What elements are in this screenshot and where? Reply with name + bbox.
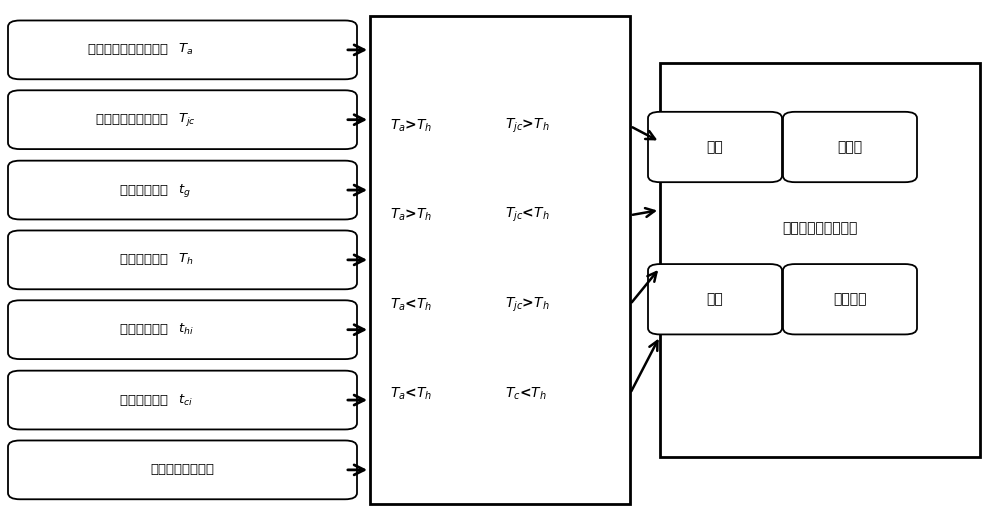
Text: 电池更换时间: 电池更换时间 (120, 184, 173, 196)
FancyBboxPatch shape (648, 264, 782, 334)
Text: $T_{jc}$>$T_h$: $T_{jc}$>$T_h$ (505, 117, 550, 135)
Text: $T_{jc}$: $T_{jc}$ (178, 111, 195, 128)
Text: 工位: 工位 (707, 292, 723, 306)
Text: $t_{ci}$: $t_{ci}$ (178, 393, 192, 407)
Text: $T_a$<$T_h$: $T_a$<$T_h$ (390, 385, 432, 402)
FancyBboxPatch shape (8, 371, 357, 429)
Text: $T_a$: $T_a$ (178, 43, 193, 57)
Text: 高峰发车间隔: 高峰发车间隔 (120, 323, 173, 336)
FancyBboxPatch shape (648, 112, 782, 182)
Text: 电池组集中充电时间: 电池组集中充电时间 (96, 113, 173, 126)
FancyBboxPatch shape (783, 264, 917, 334)
Text: $t_{hi}$: $t_{hi}$ (178, 322, 193, 337)
Text: 电动公交车充换电站: 电动公交车充换电站 (782, 222, 858, 235)
Bar (660, 63, 980, 457)
Text: 配电功率: 配电功率 (833, 292, 867, 306)
FancyBboxPatch shape (8, 161, 357, 219)
FancyBboxPatch shape (8, 230, 357, 289)
Bar (370, 16, 630, 504)
FancyBboxPatch shape (8, 20, 357, 79)
Text: $T_a$>$T_h$: $T_a$>$T_h$ (390, 118, 432, 134)
Text: 电池组: 电池组 (837, 140, 863, 154)
FancyBboxPatch shape (8, 90, 357, 149)
FancyBboxPatch shape (8, 300, 357, 359)
Text: $T_a$<$T_h$: $T_a$<$T_h$ (390, 296, 432, 313)
Text: 高峰持续时间: 高峰持续时间 (120, 254, 173, 266)
FancyBboxPatch shape (783, 112, 917, 182)
Text: 车辆单次充电运行周期: 车辆单次充电运行周期 (88, 44, 173, 56)
Text: 车辆: 车辆 (707, 140, 723, 154)
FancyBboxPatch shape (8, 440, 357, 499)
Text: 平峰发车间隔: 平峰发车间隔 (120, 394, 173, 406)
Text: $T_h$: $T_h$ (178, 253, 193, 267)
Text: 电池充电功率曲线: 电池充电功率曲线 (150, 464, 214, 476)
Text: $t_g$: $t_g$ (178, 182, 190, 198)
Text: $T_{jc}$<$T_h$: $T_{jc}$<$T_h$ (505, 206, 550, 224)
Text: $T_c$<$T_h$: $T_c$<$T_h$ (505, 385, 547, 402)
Text: $T_a$>$T_h$: $T_a$>$T_h$ (390, 207, 432, 224)
Text: $T_{jc}$>$T_h$: $T_{jc}$>$T_h$ (505, 296, 550, 313)
